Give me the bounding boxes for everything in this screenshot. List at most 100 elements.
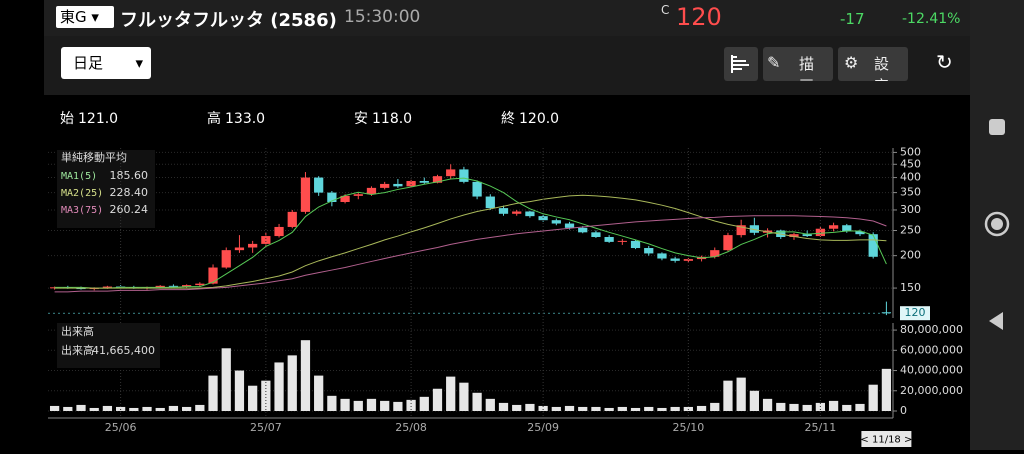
volume-bar (736, 377, 746, 411)
candle-body (221, 250, 231, 268)
volume-bar (591, 406, 601, 411)
legend-value: 41,665,400 (92, 344, 155, 357)
indicator-button[interactable] (724, 47, 758, 81)
settings-button[interactable]: ⚙ 設定 (838, 47, 908, 81)
candle-body (630, 240, 641, 249)
volume-bar (248, 385, 258, 411)
refresh-button[interactable]: ↻ (936, 50, 953, 74)
change: -17 (840, 10, 865, 28)
candle-body (564, 223, 575, 228)
legend-box (57, 150, 155, 228)
volume-bar (314, 375, 324, 411)
candle-body (155, 285, 165, 288)
candle-body (868, 234, 878, 257)
market-select[interactable]: 東G ▾ (56, 6, 114, 28)
candle-body (881, 312, 892, 314)
legend-name: MA2(25) (61, 188, 103, 199)
volume-bar (142, 406, 152, 411)
volume-bar (710, 402, 720, 411)
volume-bar (485, 398, 495, 411)
candle-body (723, 235, 733, 251)
ohlc-value: 118.0 (372, 111, 413, 127)
ohlc-item: 終 120.0 (501, 108, 559, 128)
candle-body (644, 248, 654, 254)
volume-bar (406, 399, 416, 411)
volume-bar (446, 376, 456, 411)
volume-bar (749, 390, 759, 411)
candle-body (195, 283, 205, 286)
volume-bar (419, 396, 429, 411)
candle-body (710, 250, 720, 257)
candle-body (578, 227, 588, 233)
x-tick-label: 25/11 (805, 421, 837, 434)
volume-bar (538, 405, 548, 411)
volume-bar (353, 400, 363, 411)
draw-button[interactable]: ✎ 描画 (763, 47, 833, 81)
x-tick-label: 25/08 (395, 421, 427, 434)
volume-bar (49, 405, 60, 411)
candle-body (366, 187, 377, 195)
candle-body (498, 208, 509, 214)
home-button[interactable] (984, 211, 1010, 237)
candle-body (274, 226, 284, 237)
candle-body (459, 169, 469, 182)
candle-body (604, 237, 614, 242)
ohlc-value: 133.0 (225, 111, 266, 127)
ohlc-item: 始 121.0 (60, 108, 118, 128)
volume-bar (644, 406, 654, 411)
ohlc-label: 終 (501, 111, 515, 127)
ohlc-item: 高 133.0 (207, 108, 265, 128)
legend-name: 出来高 (61, 343, 94, 357)
x-tick-label: 25/09 (527, 421, 559, 434)
volume-bar (195, 404, 205, 411)
ma-line (54, 215, 887, 293)
ohlc-value: 121.0 (78, 111, 119, 127)
cursor-label: < 11/18 > (860, 435, 912, 446)
candle-body (472, 181, 482, 197)
candle-body (380, 183, 390, 188)
y-tick-label: 450 (900, 157, 921, 170)
volume-bar (670, 406, 680, 411)
ohlc-label: 安 (354, 111, 368, 127)
candle-body (789, 234, 799, 238)
legend-title: 単純移動平均 (61, 150, 127, 164)
ohlc-label: 始 (60, 111, 74, 127)
period: 日足 (73, 54, 104, 72)
toolbar: 日足▾ ✎ 描画 ⚙ 設定 ↻ (44, 36, 970, 95)
back-button[interactable] (989, 312, 1003, 330)
candle-body (314, 177, 324, 193)
volume-bar (221, 348, 231, 411)
volume-bar (89, 407, 99, 411)
legend-name: MA3(75) (61, 205, 103, 216)
candle-body (102, 286, 113, 289)
y-tick-label: 40,000,000 (900, 364, 963, 377)
y-tick-label: 60,000,000 (900, 343, 963, 356)
candle-body (828, 225, 839, 229)
price-prefix: C (661, 3, 670, 17)
nav-bar (970, 0, 1024, 450)
volume-bar (168, 405, 179, 411)
candle-body (512, 211, 522, 214)
draw-label: 描画 (799, 55, 815, 81)
volume-bar (63, 406, 73, 411)
volume-bar (604, 407, 614, 411)
candle-body (168, 285, 179, 287)
candle-body (802, 234, 812, 237)
x-tick-label: 25/06 (105, 421, 137, 434)
candle-body (327, 192, 337, 202)
y-tick-label: 250 (900, 224, 921, 237)
period-select[interactable]: 日足 ▾ (61, 47, 151, 79)
candle-body (446, 169, 456, 177)
ohlc-value: 120.0 (519, 111, 560, 127)
y-tick-label: 350 (900, 186, 921, 199)
time: 15:30:00 (344, 7, 421, 27)
volume-bar (696, 405, 707, 411)
volume-bar (102, 405, 113, 411)
candle-body (406, 180, 416, 187)
header-bar: 東G ▾ フルッタフルッタ (2586) 15:30:00 C 120 -17 … (44, 0, 970, 36)
recent-button[interactable] (989, 119, 1005, 135)
market: 東G (60, 8, 87, 26)
volume-bar (208, 375, 218, 411)
